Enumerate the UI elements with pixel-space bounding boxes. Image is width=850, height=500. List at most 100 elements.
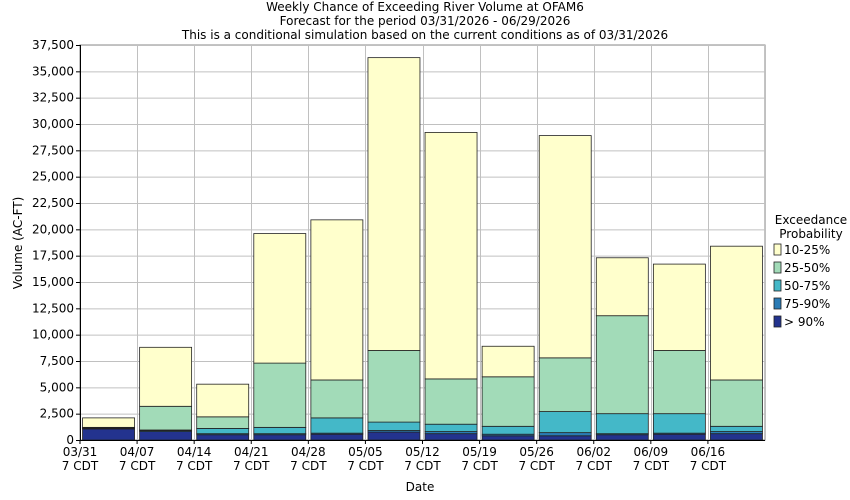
- bar-segment: [538, 432, 592, 437]
- y-tick-label: 22,500: [32, 196, 74, 210]
- bar-segment: [652, 350, 706, 415]
- grid-layer: [79, 44, 766, 441]
- bars-layer: [82, 57, 763, 441]
- bar-segment: [196, 434, 250, 441]
- y-tick-label: 35,000: [32, 64, 74, 78]
- bar-segment: [424, 132, 478, 380]
- bar-segment: [652, 413, 706, 434]
- bar-segment: [595, 257, 649, 317]
- bar-segment: [595, 315, 649, 415]
- x-tick-label: 05/05: [348, 445, 383, 459]
- chart-subtitle: Forecast for the period 03/31/2026 - 06/…: [279, 14, 571, 28]
- x-tick-label: 04/21: [234, 445, 269, 459]
- legend-label: 75-90%: [784, 297, 830, 311]
- bar-segment: [253, 426, 307, 435]
- x-tick-sublabel: 7 CDT: [176, 459, 213, 473]
- axis-layer: 0 2,500 5,000 7,500 10,000 12,500 15,000 17,500…: [32, 38, 765, 473]
- chart-subtitle-2: This is a conditional simulation based o…: [181, 28, 669, 42]
- x-tick-label: 06/02: [576, 445, 611, 459]
- x-tick-sublabel: 7 CDT: [290, 459, 327, 473]
- bar-segment: [196, 428, 250, 435]
- x-tick-sublabel: 7 CDT: [233, 459, 270, 473]
- x-tick-label: 04/28: [291, 445, 326, 459]
- bar-segment: [424, 378, 478, 425]
- x-tick-label: 05/12: [405, 445, 440, 459]
- legend-label: > 90%: [784, 315, 825, 329]
- x-tick-label: 03/31: [63, 445, 98, 459]
- y-tick-label: 15,000: [32, 275, 74, 289]
- bar-segment: [196, 383, 250, 418]
- bar-segment: [710, 433, 763, 441]
- x-tick-label: 06/09: [634, 445, 669, 459]
- bar-segment: [367, 421, 421, 431]
- x-tick-sublabel: 7 CDT: [461, 459, 498, 473]
- y-tick-label: 12,500: [32, 301, 74, 315]
- y-tick-label: 5,000: [40, 380, 74, 394]
- bar-segment: [710, 379, 763, 427]
- legend-label: 10-25%: [784, 243, 830, 257]
- bar-segment: [710, 425, 763, 432]
- x-tick-sublabel: 7 CDT: [119, 459, 156, 473]
- legend-swatch: [773, 279, 782, 292]
- bar-segment: [367, 431, 421, 441]
- y-tick-label: 10,000: [32, 328, 74, 342]
- x-axis-label: Date: [406, 480, 435, 494]
- bar-segment: [538, 135, 592, 359]
- legend-swatch: [773, 297, 782, 310]
- bar-segment: [424, 423, 478, 432]
- x-tick-sublabel: 7 CDT: [576, 459, 613, 473]
- bar-segment: [367, 57, 421, 351]
- y-tick-label: 32,500: [32, 91, 74, 105]
- x-tick-sublabel: 7 CDT: [518, 459, 555, 473]
- bar-segment: [710, 245, 763, 381]
- legend-swatch: [773, 243, 782, 256]
- bar-segment: [652, 433, 706, 441]
- y-tick-label: 25,000: [32, 170, 74, 184]
- bar-segment: [139, 346, 193, 407]
- bar-segment: [310, 417, 364, 434]
- bar-segment: [310, 379, 364, 419]
- x-tick-label: 05/26: [519, 445, 554, 459]
- x-tick-sublabel: 7 CDT: [633, 459, 670, 473]
- bar-segment: [310, 433, 364, 441]
- y-tick-label: 7,500: [40, 354, 74, 368]
- bar-segment: [139, 431, 193, 441]
- bar-segment: [538, 357, 592, 412]
- y-tick-label: 30,000: [32, 117, 74, 131]
- bar-segment: [595, 413, 649, 435]
- bar-segment: [139, 405, 193, 431]
- x-tick-sublabel: 7 CDT: [62, 459, 99, 473]
- x-tick-label: 04/14: [177, 445, 212, 459]
- x-tick-sublabel: 7 CDT: [347, 459, 384, 473]
- legend-title: Exceedance: [775, 213, 847, 227]
- bar-segment: [538, 435, 592, 441]
- bar-segment: [652, 263, 706, 351]
- bar-segment: [481, 425, 535, 435]
- bar-segment: [481, 345, 535, 378]
- y-tick-label: 20,000: [32, 222, 74, 236]
- bar-segment: [253, 233, 307, 364]
- x-tick-label: 06/16: [691, 445, 726, 459]
- x-tick-sublabel: 7 CDT: [690, 459, 727, 473]
- bar-segment: [481, 435, 535, 441]
- x-tick-label: 04/07: [120, 445, 155, 459]
- y-tick-label: 2,500: [40, 407, 74, 421]
- legend-swatch: [773, 315, 782, 328]
- legend-title: Probability: [779, 227, 842, 241]
- y-tick-label: 37,500: [32, 38, 74, 52]
- x-tick-sublabel: 7 CDT: [404, 459, 441, 473]
- y-axis-label: Volume (AC-FT): [11, 197, 25, 290]
- bar-segment: [538, 411, 592, 434]
- bar-segment: [253, 362, 307, 428]
- bar-segment: [196, 416, 250, 429]
- legend-label: 50-75%: [784, 279, 830, 293]
- legend-swatch: [773, 261, 782, 274]
- y-tick-label: 27,500: [32, 143, 74, 157]
- y-tick-label: 0: [66, 433, 74, 447]
- bar-segment: [310, 219, 364, 381]
- bar-segment: [424, 433, 478, 441]
- bar-segment: [595, 434, 649, 441]
- bar-segment: [82, 417, 135, 428]
